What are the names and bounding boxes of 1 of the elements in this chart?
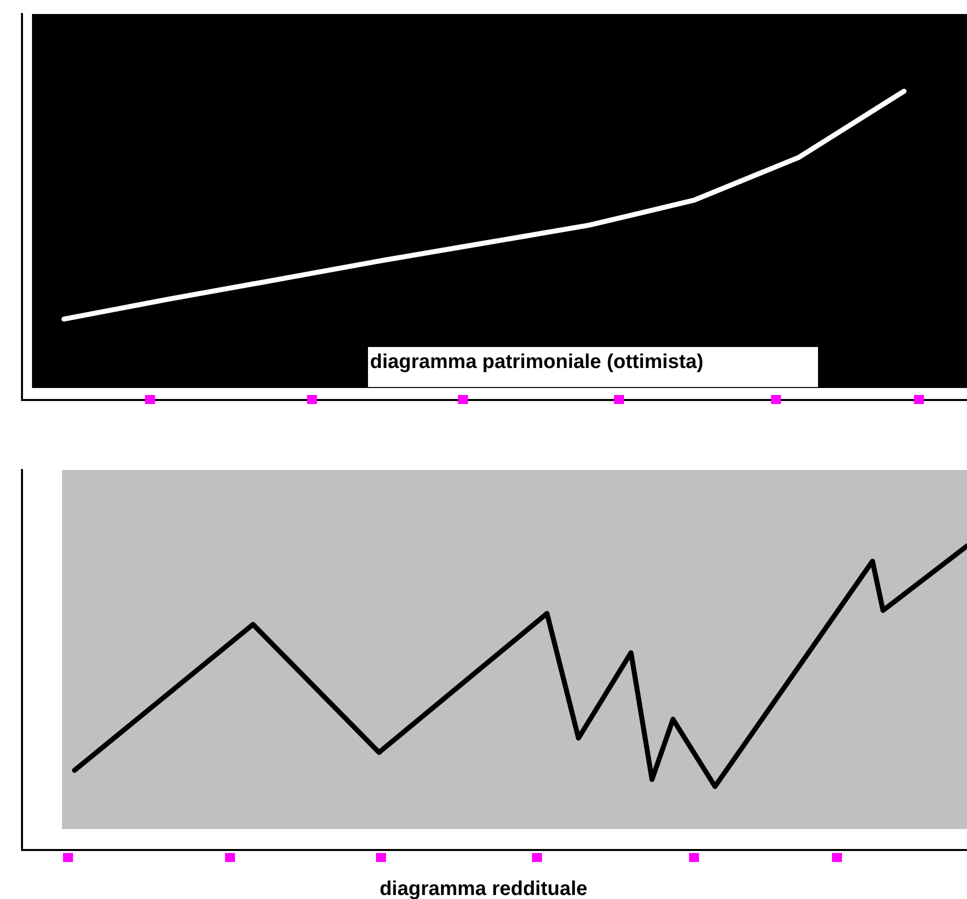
text: diagramma reddituale xyxy=(378,877,588,899)
